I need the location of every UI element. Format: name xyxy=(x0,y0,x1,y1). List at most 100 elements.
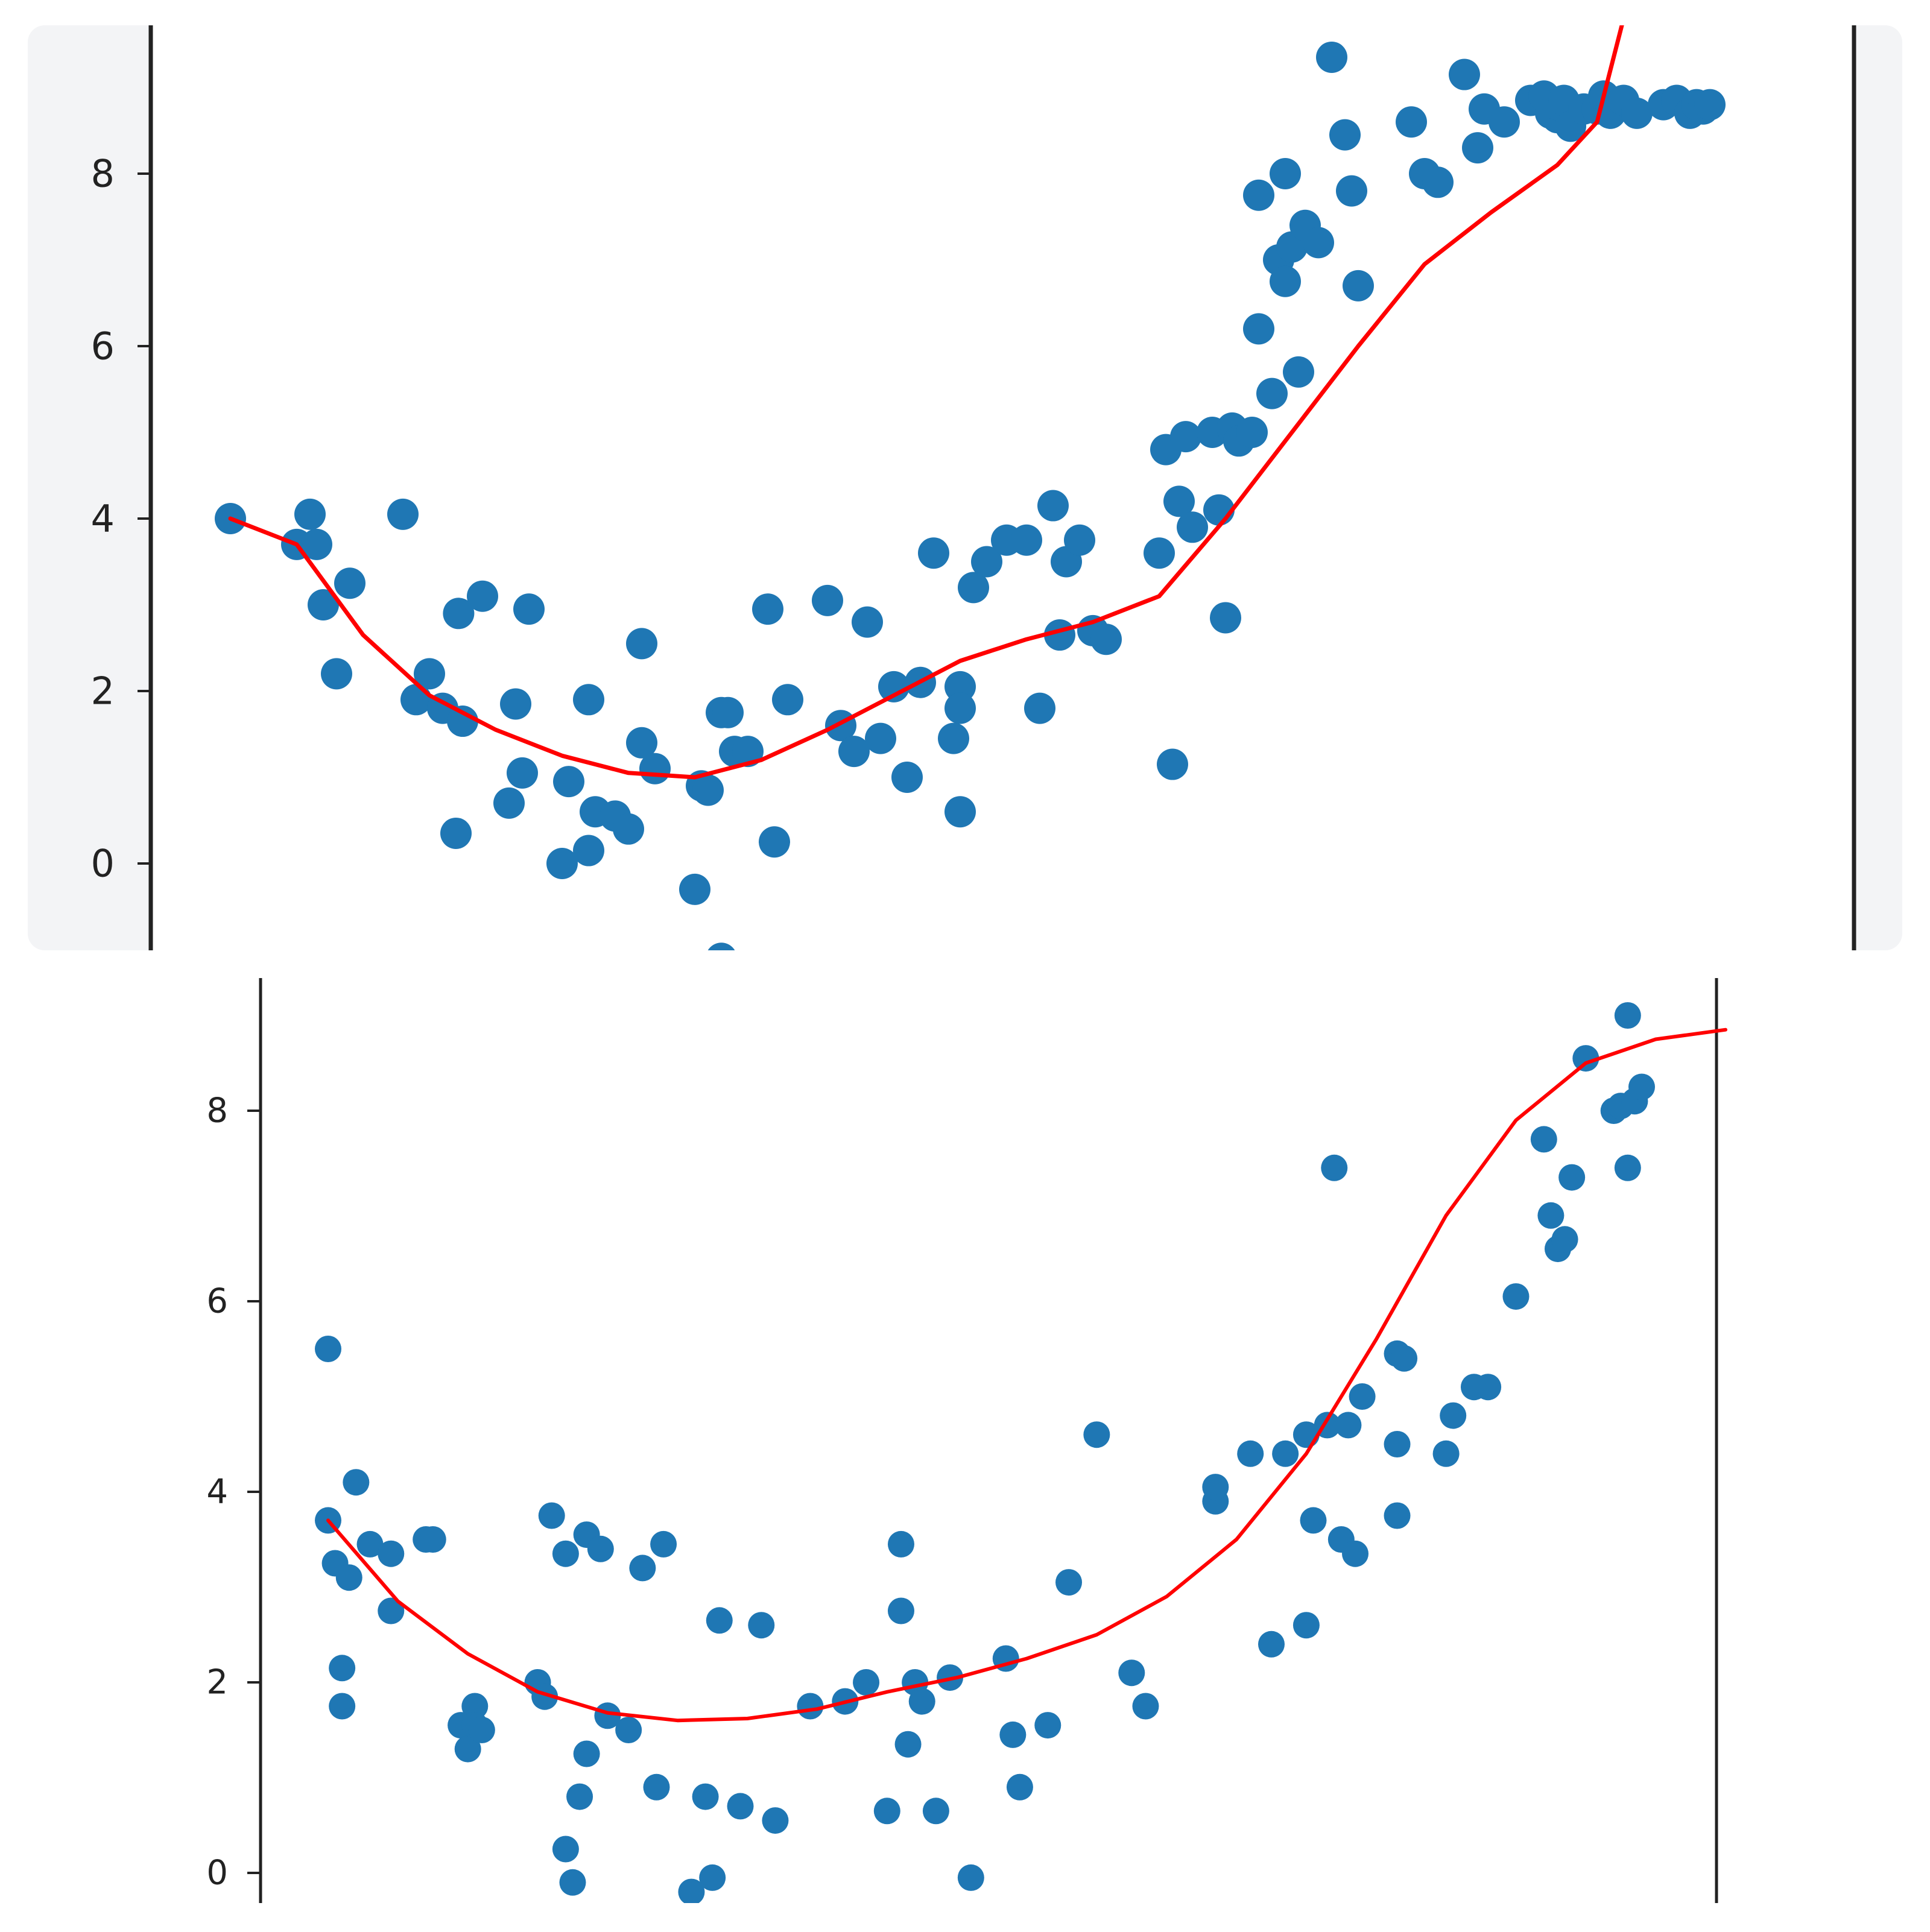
scatter-point xyxy=(308,589,339,620)
scatter-point xyxy=(321,658,352,690)
scatter-point xyxy=(944,671,976,702)
scatter-point xyxy=(1384,1502,1411,1529)
scatter-point xyxy=(1272,1440,1299,1467)
scatter-point xyxy=(334,567,365,599)
scatter-point xyxy=(1011,524,1042,556)
scatter-point xyxy=(1551,1226,1578,1253)
plot-content: 0 2 4 6 8 xyxy=(206,978,1727,1903)
scatter-point xyxy=(1558,1164,1586,1191)
scatter-point xyxy=(467,580,498,612)
scatter-point xyxy=(500,688,531,720)
scatter-point xyxy=(1694,89,1726,121)
scatter-point xyxy=(626,628,657,660)
scatter-point xyxy=(1083,1421,1110,1448)
y-tick-label: 6 xyxy=(206,1282,228,1321)
scatter-point xyxy=(1210,602,1241,634)
scatter-point xyxy=(1343,270,1374,301)
scatter-point xyxy=(944,692,976,724)
scatter-point xyxy=(1243,313,1274,345)
scatter-point xyxy=(573,835,604,867)
scatter-point xyxy=(1024,692,1055,724)
scatter-point xyxy=(1037,490,1069,522)
y-tick-label: 0 xyxy=(91,842,115,886)
scatter-point xyxy=(454,1735,481,1763)
scatter-series xyxy=(315,1002,1655,1903)
scatter-point xyxy=(546,848,578,879)
scatter-point xyxy=(573,1740,600,1767)
scatter-point xyxy=(971,546,1002,578)
scatter-point xyxy=(678,1878,705,1903)
scatter-point xyxy=(1537,1202,1565,1229)
scatter-point xyxy=(1163,485,1195,517)
scatter-point xyxy=(615,1717,642,1743)
scatter-point xyxy=(699,1864,726,1891)
scatter-point xyxy=(1300,1507,1327,1534)
scatter-point xyxy=(573,684,604,716)
scatter-point xyxy=(493,787,525,819)
scatter-point xyxy=(301,528,332,560)
scatter-point xyxy=(643,1773,670,1801)
scatter-point xyxy=(329,1655,356,1682)
scatter-point xyxy=(440,817,472,849)
scatter-point xyxy=(1422,166,1454,198)
scatter-point xyxy=(1530,1126,1557,1153)
scatter-point xyxy=(1449,58,1480,90)
fit-line xyxy=(228,25,1626,780)
scatter-point xyxy=(553,766,584,798)
scatter-point xyxy=(891,762,923,793)
scatter-point xyxy=(343,1469,370,1496)
scatter-point xyxy=(552,1836,579,1863)
scatter-point xyxy=(513,593,545,625)
scatter-point xyxy=(772,684,803,716)
scatter-point xyxy=(1614,1002,1641,1029)
scatter-point xyxy=(1270,265,1301,297)
scatter-point xyxy=(387,498,419,530)
y-tick-label: 2 xyxy=(206,1663,228,1702)
scatter-point xyxy=(447,706,478,737)
scatter-point xyxy=(759,826,790,858)
scatter-point xyxy=(443,598,475,630)
scatter-point xyxy=(559,1869,586,1896)
scatter-point xyxy=(938,722,969,754)
scatter-point xyxy=(1170,421,1201,453)
scatter-point xyxy=(626,727,657,759)
scatter-point xyxy=(1243,179,1274,211)
scatter-point xyxy=(1144,537,1175,569)
scatter-point xyxy=(852,606,883,638)
scatter-point xyxy=(797,1693,824,1720)
scatter-point xyxy=(1621,97,1653,129)
scatter-point xyxy=(1391,1345,1418,1372)
scatter-point xyxy=(1006,1773,1033,1801)
scatter-point xyxy=(692,774,724,806)
scatter-point xyxy=(1321,1154,1348,1181)
scatter-point xyxy=(329,1693,356,1720)
scatter-point xyxy=(461,1693,489,1720)
scatter-point xyxy=(838,736,870,768)
scatter-point xyxy=(812,584,843,616)
scatter-point xyxy=(1572,1045,1599,1072)
fit-line xyxy=(326,1028,1727,1723)
scatter-point xyxy=(419,1526,446,1553)
scatter-point xyxy=(629,1555,656,1582)
scatter-point xyxy=(335,1564,362,1591)
scatter-point xyxy=(1090,623,1122,655)
y-tick-label: 8 xyxy=(91,152,115,196)
scatter-point xyxy=(1283,356,1314,388)
scatter-point xyxy=(1384,1431,1411,1457)
chart-panel-2: 0 2 4 6 8 xyxy=(206,978,1727,1903)
y-tick-label: 4 xyxy=(206,1473,228,1512)
scatter-point xyxy=(356,1530,384,1558)
scatter-point xyxy=(1303,227,1334,259)
scatter-point xyxy=(1064,524,1095,556)
scatter-point xyxy=(294,498,326,530)
scatter-point xyxy=(679,873,710,905)
scatter-point xyxy=(999,1721,1027,1748)
scatter-point xyxy=(507,757,538,789)
scatter-point xyxy=(378,1597,405,1624)
scatter-point xyxy=(853,1669,880,1696)
scatter-point xyxy=(894,1731,922,1758)
scatter-point xyxy=(1256,377,1288,409)
scatter-point xyxy=(1342,1540,1369,1567)
